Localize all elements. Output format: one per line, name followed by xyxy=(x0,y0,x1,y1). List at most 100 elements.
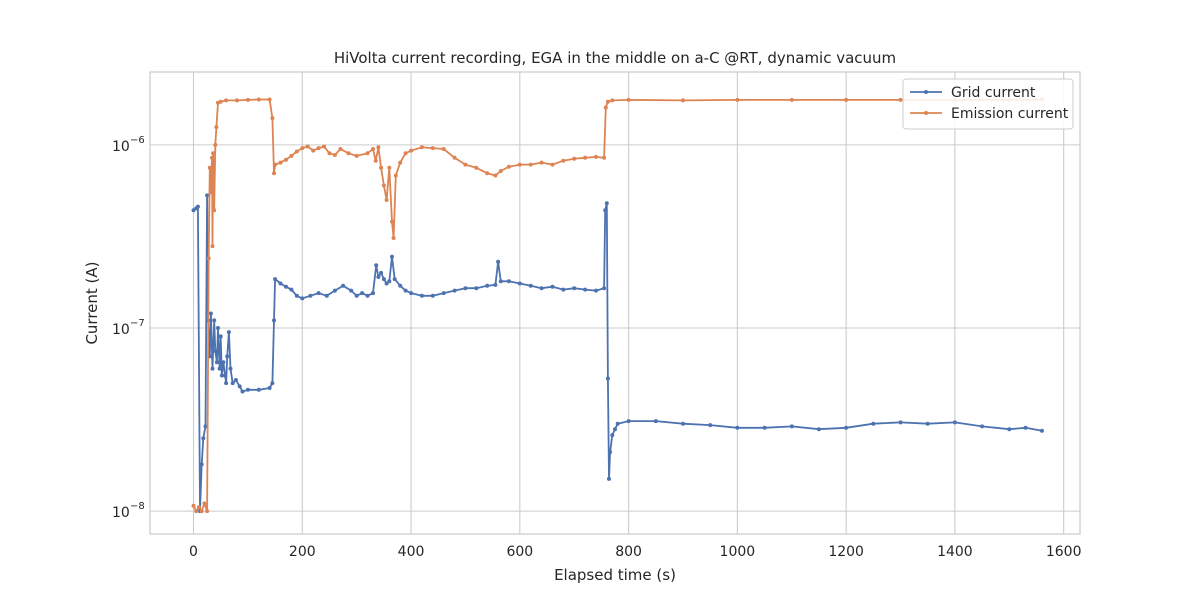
data-point xyxy=(300,146,305,151)
data-point xyxy=(205,193,210,198)
data-point xyxy=(201,436,206,441)
data-point xyxy=(398,160,403,165)
data-point xyxy=(316,146,321,151)
data-point xyxy=(373,158,378,163)
data-point xyxy=(603,105,608,110)
data-point xyxy=(191,503,196,508)
y-tick-exponent: −6 xyxy=(130,135,145,146)
data-point xyxy=(365,151,370,156)
data-point xyxy=(602,286,607,291)
plot-area xyxy=(150,72,1080,534)
x-tick-label: 200 xyxy=(289,544,316,560)
data-point xyxy=(762,425,767,430)
data-point xyxy=(213,142,218,147)
x-tick-label: 1200 xyxy=(828,544,864,560)
data-point xyxy=(199,462,204,467)
data-point xyxy=(602,155,607,160)
data-point xyxy=(539,160,544,165)
data-point xyxy=(485,171,490,176)
y-tick-label: 10 xyxy=(112,139,130,155)
data-point xyxy=(338,147,343,151)
x-tick-label: 800 xyxy=(615,544,642,560)
data-point xyxy=(270,381,275,386)
data-point xyxy=(572,286,577,291)
data-point xyxy=(208,190,213,195)
data-point xyxy=(441,147,446,151)
data-point xyxy=(561,158,566,163)
data-point xyxy=(379,165,384,170)
data-point xyxy=(245,387,250,392)
legend-box xyxy=(902,78,1074,130)
data-point xyxy=(327,151,332,156)
data-point xyxy=(202,501,207,506)
data-point xyxy=(419,293,424,298)
data-point xyxy=(463,162,468,167)
data-point xyxy=(273,277,278,282)
data-point xyxy=(463,286,468,291)
data-point xyxy=(214,125,219,130)
data-point xyxy=(498,279,503,284)
data-point xyxy=(384,198,389,202)
data-point xyxy=(528,162,533,167)
data-point xyxy=(898,420,903,425)
data-point xyxy=(365,293,370,298)
data-point xyxy=(289,153,294,158)
data-point xyxy=(311,148,316,153)
data-point xyxy=(952,420,957,425)
data-point xyxy=(341,283,346,288)
data-point xyxy=(681,98,685,103)
data-point xyxy=(228,366,233,371)
data-point xyxy=(230,381,235,386)
data-point xyxy=(390,254,394,259)
data-point xyxy=(294,293,299,298)
data-point xyxy=(485,283,490,288)
series-line-grid-current xyxy=(193,194,1043,513)
data-point xyxy=(371,291,375,296)
data-point xyxy=(270,116,275,121)
y-tick-label: 10 xyxy=(112,322,130,338)
data-point xyxy=(224,381,229,386)
data-point xyxy=(381,183,386,188)
data-point xyxy=(452,155,457,160)
data-point xyxy=(387,165,392,170)
data-point xyxy=(735,425,740,430)
data-point xyxy=(594,154,598,159)
data-point xyxy=(300,296,305,301)
data-point xyxy=(284,284,288,289)
data-point xyxy=(517,281,522,286)
data-point xyxy=(294,149,299,154)
legend: Grid current Emission current xyxy=(902,78,1074,130)
data-point xyxy=(217,366,222,371)
x-tick-label: 600 xyxy=(506,544,533,560)
data-point xyxy=(391,236,396,240)
data-point xyxy=(550,284,555,289)
data-point xyxy=(199,509,204,514)
data-point xyxy=(194,509,199,514)
data-point xyxy=(980,424,985,429)
data-point xyxy=(594,288,598,293)
data-point xyxy=(371,147,375,151)
data-point xyxy=(245,97,250,102)
data-point xyxy=(409,148,414,153)
data-point xyxy=(376,275,381,279)
data-point xyxy=(384,281,389,286)
data-point xyxy=(346,151,351,156)
data-point xyxy=(207,165,212,170)
x-tick-label: 1600 xyxy=(1046,544,1082,560)
data-point xyxy=(493,173,498,178)
data-point xyxy=(221,360,226,365)
data-point xyxy=(214,360,219,365)
data-point xyxy=(517,162,522,167)
plot-frame xyxy=(149,71,1081,535)
y-gridlines xyxy=(150,144,1080,512)
data-point xyxy=(925,421,930,426)
legend-label-grid-current: Grid current xyxy=(951,85,1036,101)
data-point xyxy=(572,156,577,161)
data-point xyxy=(608,450,613,455)
data-point xyxy=(208,311,213,316)
x-tick-label: 0 xyxy=(189,544,198,560)
data-point xyxy=(844,425,849,430)
series-layer xyxy=(191,97,1044,514)
data-point xyxy=(272,318,276,323)
x-tick-label: 1000 xyxy=(720,544,756,560)
